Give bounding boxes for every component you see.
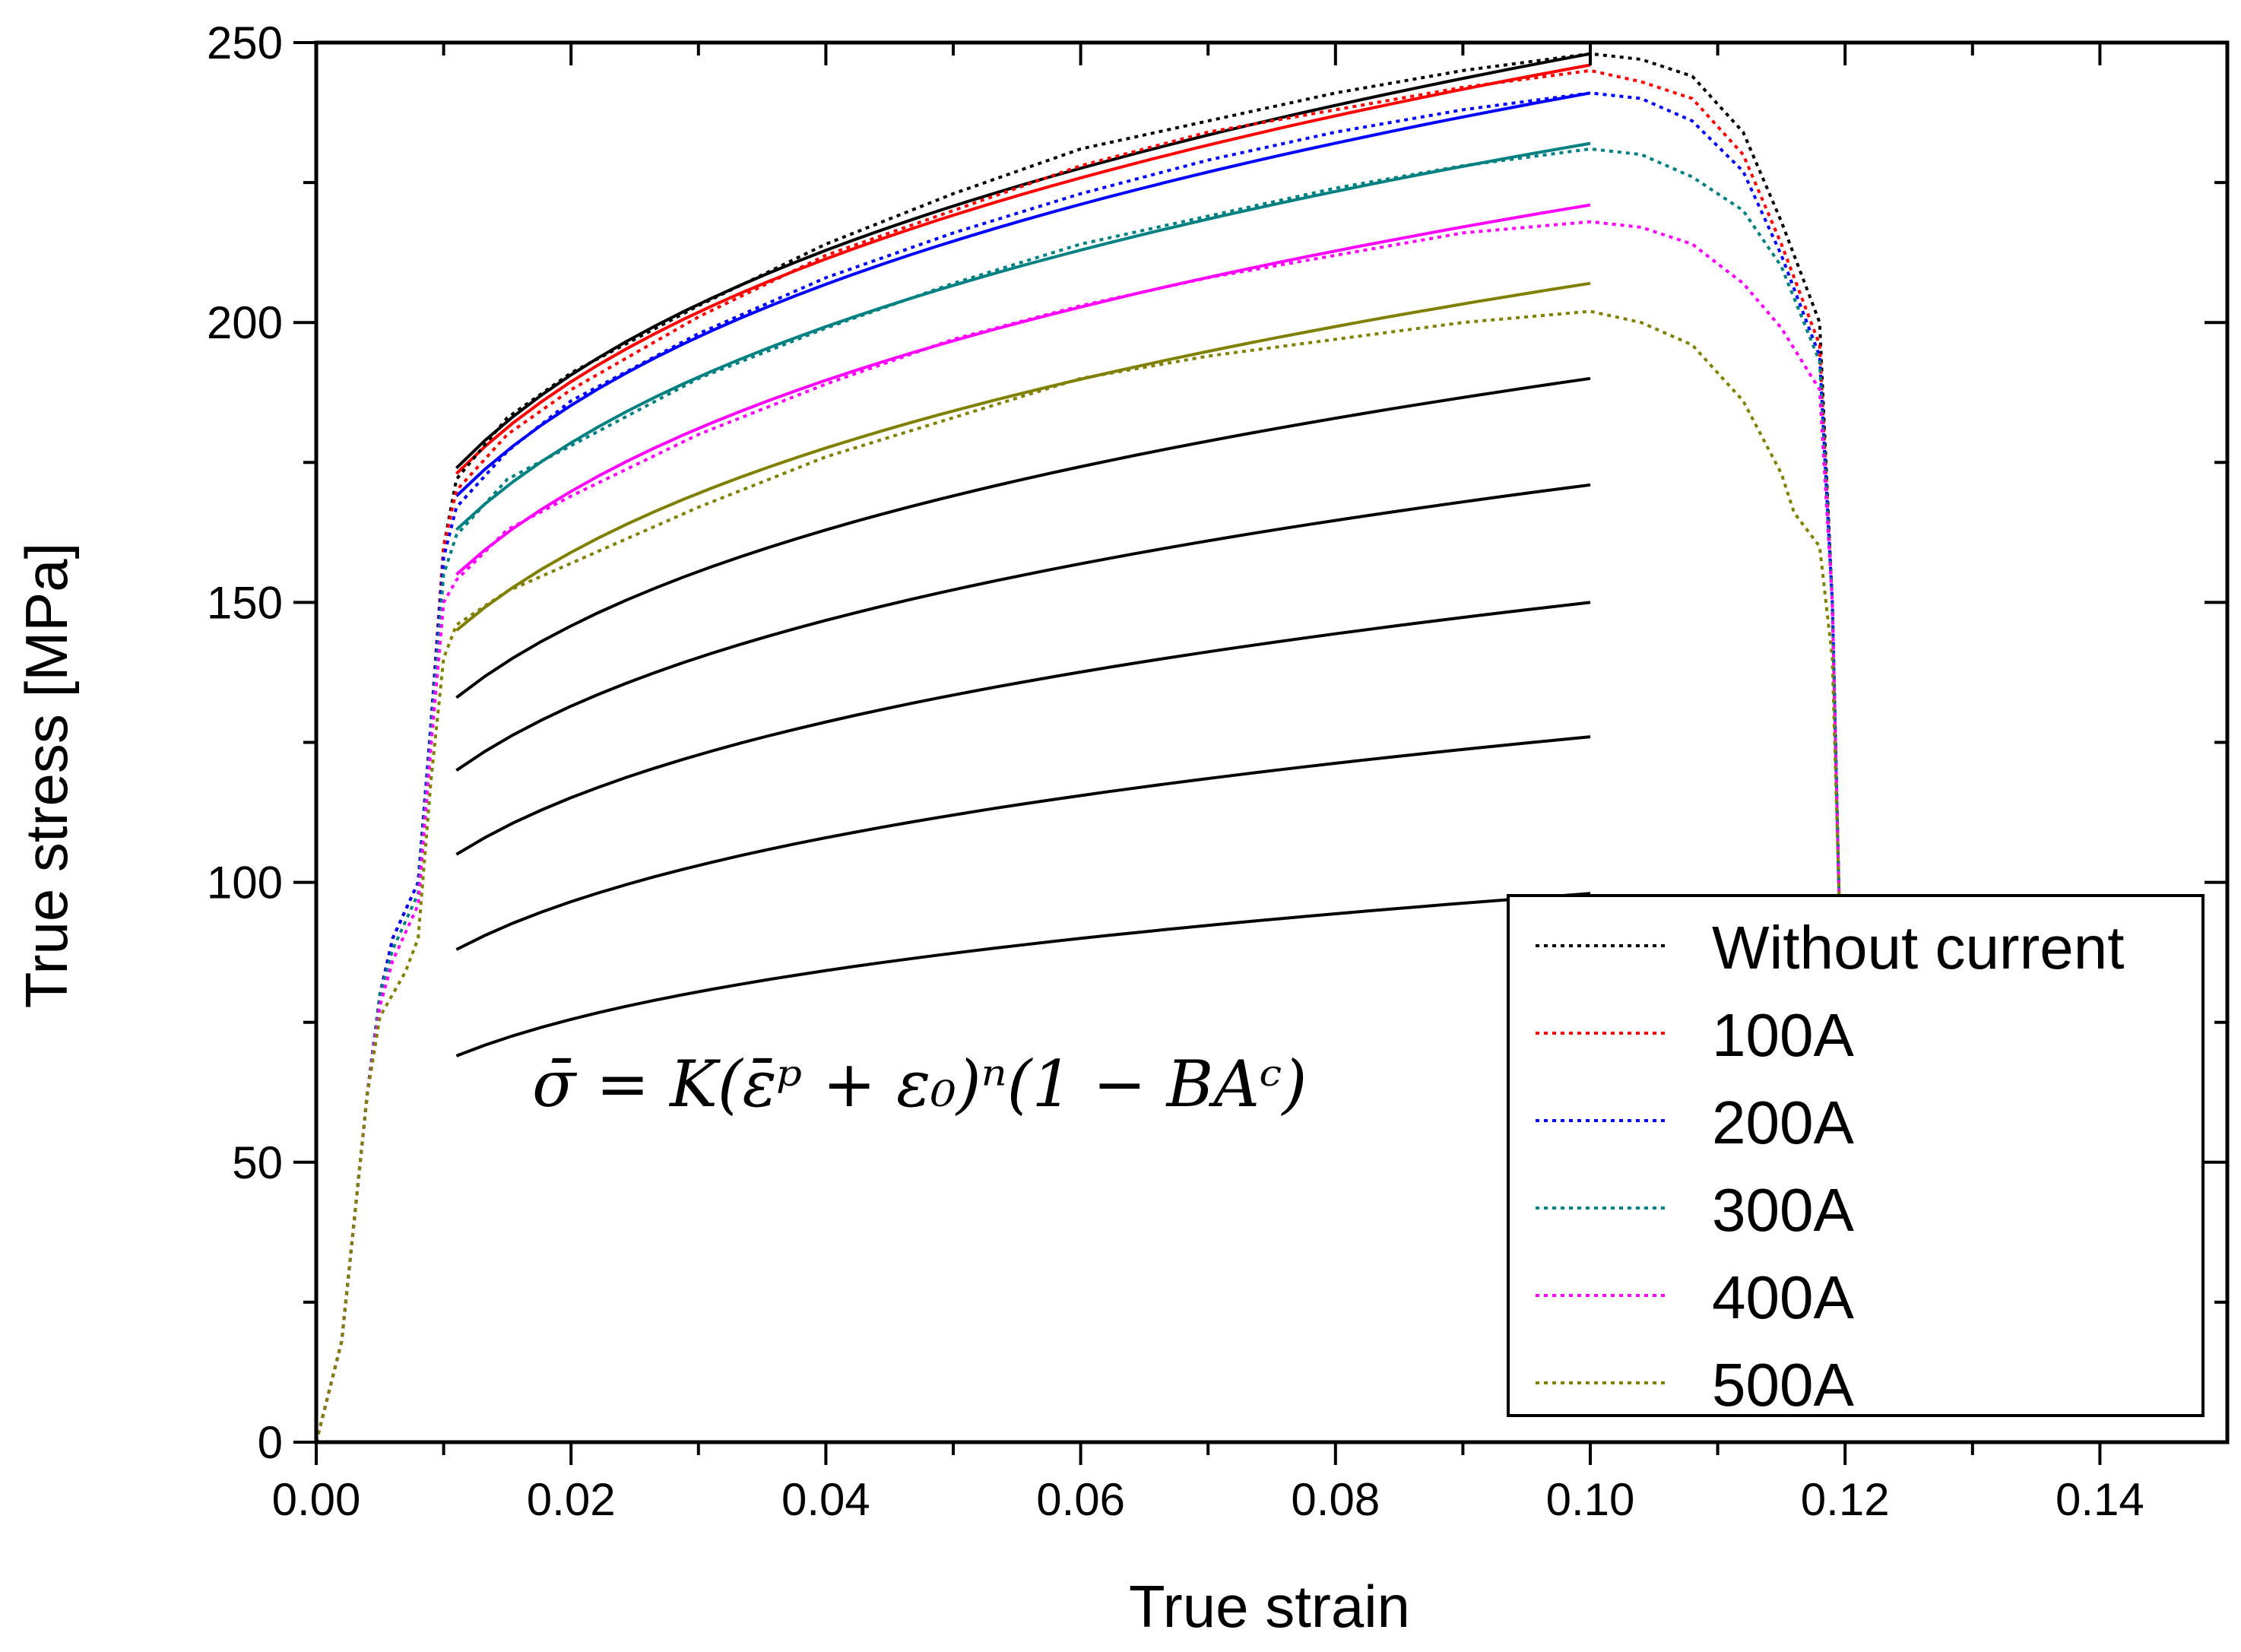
model-curve-6	[455, 281, 1591, 632]
y-axis-title: True stress [MPa]	[13, 543, 80, 1009]
y-tick-label: 150	[207, 577, 283, 628]
legend-label: 400A	[1712, 1264, 1854, 1331]
model-curve-4	[455, 141, 1591, 531]
x-tick-label: 0.00	[272, 1474, 361, 1525]
x-tick-label: 0.08	[1291, 1474, 1380, 1525]
series-line-6	[315, 309, 1847, 1443]
series-line-2	[315, 68, 1847, 1443]
x-tick-label: 0.12	[1801, 1474, 1890, 1525]
model-curve-10	[455, 735, 1591, 951]
model-curve-7	[455, 376, 1591, 699]
y-tick-label: 0	[258, 1417, 283, 1468]
legend-label: 300A	[1712, 1176, 1854, 1244]
y-tick-label: 250	[207, 17, 283, 68]
legend-label: 500A	[1712, 1351, 1854, 1419]
x-tick-label: 0.02	[527, 1474, 616, 1525]
y-tick-label: 50	[232, 1137, 283, 1188]
y-tick-label: 200	[207, 297, 283, 348]
model-curve-1	[455, 52, 1591, 470]
series-line-4	[315, 147, 1847, 1443]
legend-label: Without current	[1712, 914, 2124, 981]
series-line-3	[315, 91, 1847, 1443]
x-tick-label: 0.06	[1036, 1474, 1125, 1525]
model-curve-8	[455, 483, 1591, 772]
x-tick-label: 0.10	[1546, 1474, 1635, 1525]
axes: 0.00 0.02 0.04 0.06 0.08 0.10 0.12 0.14 0 50 100 15…	[207, 17, 2230, 1525]
legend-label: 200A	[1712, 1089, 1854, 1156]
x-tick-label: 0.14	[2056, 1474, 2144, 1525]
legend-label: 100A	[1712, 1001, 1854, 1069]
legend: Without current 100A 200A 300A 400A 500A	[1507, 894, 2205, 1419]
y-tick-label: 100	[207, 858, 283, 908]
series-line-1	[315, 52, 1847, 1443]
x-tick-label: 0.04	[781, 1474, 870, 1525]
legend-box	[1507, 894, 2205, 1417]
model-curve-11	[455, 892, 1591, 1057]
model-equation: σ̄ = K(ε̄ᵖ + ε₀)ⁿ(1 − BAᶜ)	[532, 1047, 1307, 1121]
model-curve-9	[455, 601, 1591, 856]
series-line-5	[315, 220, 1847, 1443]
x-axis-title: True strain	[1129, 1573, 1410, 1640]
model-curve-2	[455, 63, 1591, 475]
experimental-series	[315, 52, 1847, 1443]
